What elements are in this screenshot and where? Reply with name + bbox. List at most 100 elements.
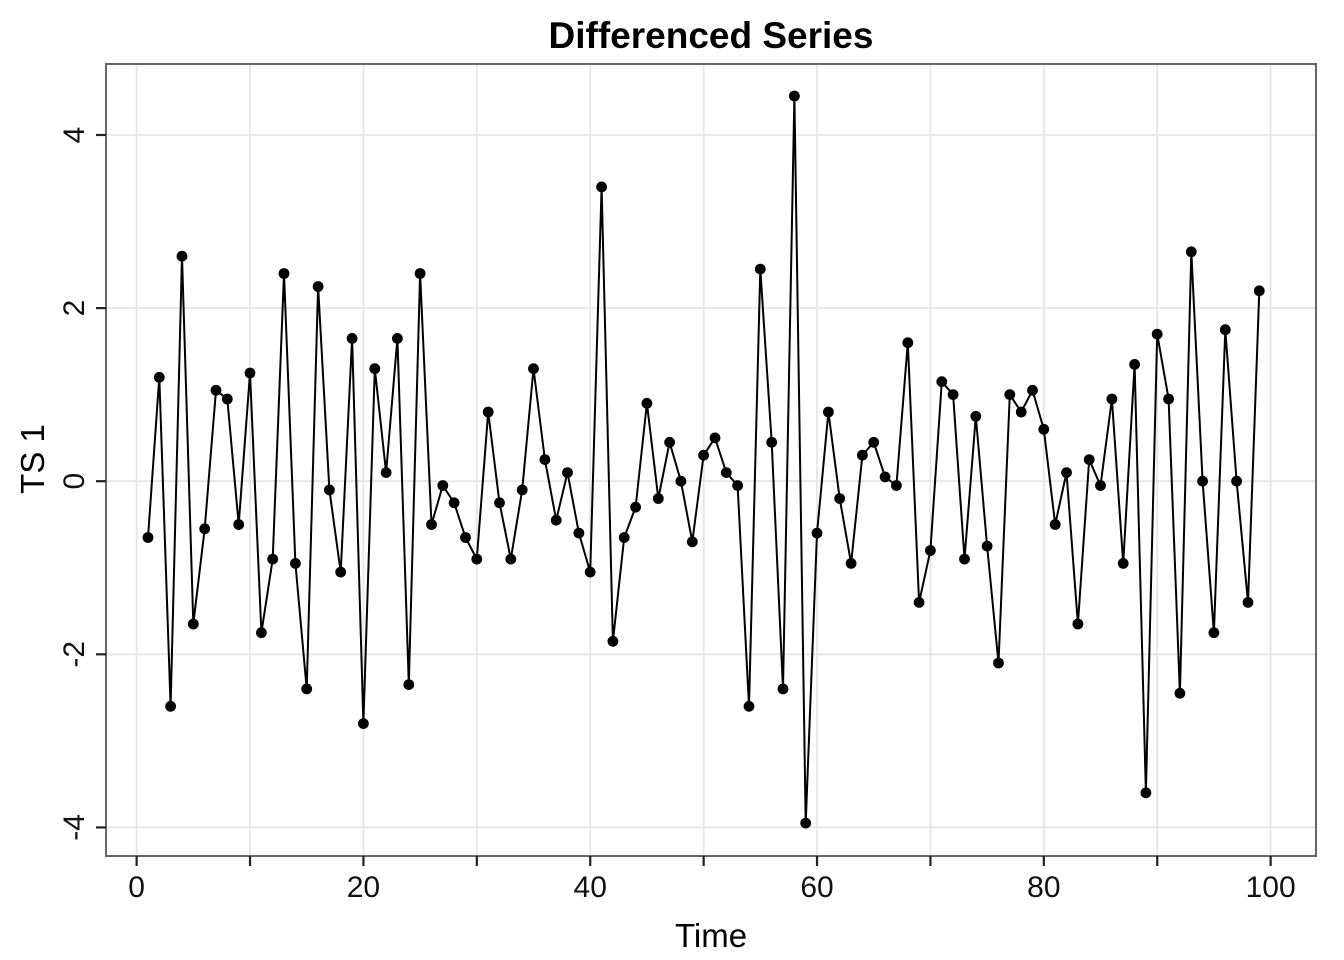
panel-border [105,63,1317,857]
y-tick-label: 0 [58,473,91,490]
data-point [1083,454,1095,465]
data-point [1231,475,1242,487]
data-point [1197,475,1208,487]
data-point [221,393,233,405]
data-point [891,480,902,491]
data-point [970,410,982,422]
data-point [686,536,698,548]
data-point [244,367,256,379]
data-point [482,406,494,418]
data-point [1106,393,1118,405]
data-point [528,363,539,375]
data-point [754,263,766,275]
data-point [675,475,687,487]
data-point [437,480,449,491]
data-point [516,484,528,496]
axis-tick-layer: 0 20 40 60 80 100 -4 -2 0 2 4 [58,127,1296,904]
data-point [652,493,664,504]
data-point [312,281,324,292]
data-point [959,553,970,565]
data-point [1185,246,1197,258]
data-point [913,597,925,608]
data-point [358,718,369,729]
data-point [709,432,721,444]
data-point [165,700,177,712]
data-point [153,371,165,383]
data-point [448,497,460,509]
data-point [301,683,313,695]
data-point [879,471,891,483]
data-point [641,397,653,409]
data-point [233,519,245,530]
data-point [981,540,993,552]
chart-title: Differenced Series [549,15,874,56]
data-point [720,467,732,478]
data-point [1117,558,1129,569]
data-point [1049,519,1061,530]
data-point [834,493,846,504]
data-point [607,635,619,647]
data-point [403,679,415,690]
data-point [562,467,573,478]
y-axis-title: TS 1 [14,424,51,494]
data-point [800,817,812,829]
gridline-layer [106,64,1316,856]
data-point [1219,324,1231,336]
data-point [324,484,335,496]
data-point [698,449,709,461]
data-point [993,657,1004,669]
data-point [947,389,959,400]
data-point [471,553,483,565]
data-point [1253,285,1265,297]
data-point [868,436,880,448]
data-point [743,700,755,712]
data-point [1242,597,1254,608]
data-point [1151,328,1163,340]
data-point [380,467,392,478]
data-point [187,618,199,630]
data-point [335,566,347,578]
data-point [1163,393,1174,405]
data-point [176,250,188,262]
x-tick-label: 60 [800,871,833,904]
data-point [573,527,585,539]
data-point [392,333,403,344]
y-tick-label: 4 [58,127,91,144]
data-point [369,363,381,375]
x-tick-label: 20 [347,871,380,904]
data-point [539,454,551,465]
x-tick-label: 40 [574,871,607,904]
data-point [664,436,675,448]
data-point [936,376,948,388]
x-tick-label: 0 [128,871,145,904]
data-point [789,90,800,102]
data-point [426,519,437,530]
data-point [505,553,517,565]
data-point [925,545,936,556]
data-point [1208,627,1220,639]
data-point [732,480,743,491]
data-point [550,514,562,526]
data-point [1061,467,1072,478]
data-point [142,532,154,543]
data-point [199,523,211,535]
x-axis-title: Time [675,917,747,954]
data-point [256,627,267,639]
data-point [857,449,868,461]
data-point [1015,406,1027,418]
data-point [1095,480,1106,491]
data-point [766,436,778,448]
panel-frame-layer [105,63,1317,857]
x-tick-label: 100 [1246,871,1296,904]
data-point [290,558,301,569]
data-point [414,268,426,279]
data-point [494,497,505,509]
data-point [267,553,279,565]
data-point [630,501,641,513]
series-layer [142,90,1265,829]
data-point [902,337,914,349]
y-tick-label: 2 [58,300,91,317]
y-tick-label: -2 [58,641,91,668]
data-point [584,566,596,578]
